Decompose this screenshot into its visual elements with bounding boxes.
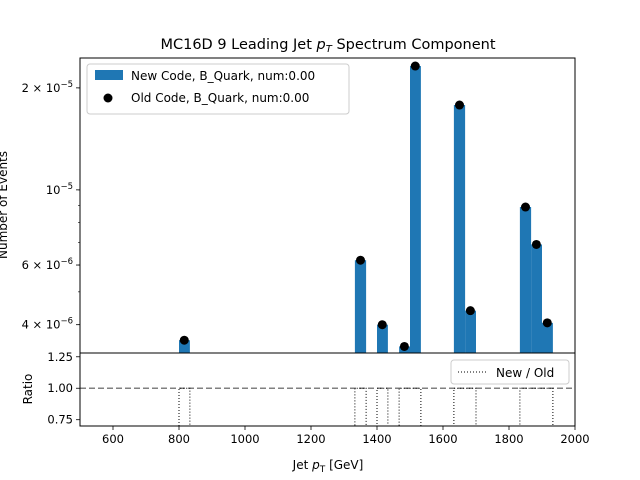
data-point-4 xyxy=(410,61,420,71)
main-y-tick-label-0: 4 × 10−6 xyxy=(22,317,73,332)
data-point-8 xyxy=(531,239,541,249)
data-point-6 xyxy=(465,306,475,316)
histogram-bar-1 xyxy=(354,260,367,353)
main-y-tick-label-2: 10−5 xyxy=(46,182,73,197)
data-point-2 xyxy=(377,320,387,330)
main-legend: New Code, B_Quark, num:0.00 Old Code, B_… xyxy=(86,63,350,115)
main-bars xyxy=(179,66,553,354)
legend-label-ratio: New / Old xyxy=(496,366,554,380)
main-title: MC16D 9 Leading Jet pT Spectrum Componen… xyxy=(160,37,495,55)
main-y-tick-label-1: 6 × 10−6 xyxy=(22,257,73,272)
x-tick-label-7: 2000 xyxy=(560,432,589,446)
ratio-y-axis-label: Ratio xyxy=(21,374,35,405)
legend-swatch-new-code xyxy=(95,70,123,80)
ratio-x-ticks: 600 800 1000 1200 1400 1600 1800 2000 xyxy=(102,426,590,446)
data-point-3 xyxy=(399,341,409,351)
x-tick-label-2: 1000 xyxy=(230,432,259,446)
data-point-5 xyxy=(455,100,464,110)
x-tick-label-3: 1200 xyxy=(296,432,325,446)
data-point-1 xyxy=(356,255,365,265)
histogram-bar-0 xyxy=(179,340,190,353)
ratio-y-tick-label-2: 1.25 xyxy=(47,350,73,364)
main-y-ticks: 4 × 10−6 6 × 10−6 10−5 2 × 10−5 xyxy=(22,80,80,332)
ratio-y-ticks: 0.75 1.00 1.25 xyxy=(47,350,80,427)
x-tick-label-5: 1600 xyxy=(428,432,457,446)
data-point-7 xyxy=(521,202,530,212)
legend-marker-old-code xyxy=(103,93,113,103)
histogram-bar-8 xyxy=(531,244,542,353)
histogram-bar-5 xyxy=(453,105,466,353)
histogram-bar-4 xyxy=(410,66,421,354)
data-point-9 xyxy=(542,318,552,328)
x-tick-label-4: 1400 xyxy=(362,432,391,446)
ratio-y-tick-label-1: 1.00 xyxy=(47,381,73,395)
histogram-bar-7 xyxy=(519,207,532,353)
legend-label-new-code: New Code, B_Quark, num:0.00 xyxy=(131,69,315,83)
data-point-0 xyxy=(179,335,189,345)
ratio-legend: New / Old xyxy=(450,359,570,385)
x-axis-label: Jet pT [GeV] xyxy=(292,458,364,475)
legend-label-old-code: Old Code, B_Quark, num:0.00 xyxy=(131,91,309,105)
main-y-axis-label: Number of Events xyxy=(0,151,10,259)
histogram-bar-2 xyxy=(377,324,388,353)
x-tick-label-0: 600 xyxy=(102,432,124,446)
x-tick-label-1: 800 xyxy=(168,432,190,446)
ratio-y-tick-label-0: 0.75 xyxy=(47,413,73,427)
main-points xyxy=(179,61,552,351)
histogram-bar-6 xyxy=(465,310,476,353)
x-tick-label-6: 1800 xyxy=(494,432,523,446)
histogram-bar-9 xyxy=(542,322,553,353)
main-y-tick-label-3: 2 × 10−5 xyxy=(22,80,73,95)
main-panel: 4 × 10−6 6 × 10−6 10−5 2 × 10−5 Number of E… xyxy=(0,57,576,354)
ratio-panel: 600 800 1000 1200 1400 1600 1800 2000 0.75 1.00 1… xyxy=(21,350,590,475)
